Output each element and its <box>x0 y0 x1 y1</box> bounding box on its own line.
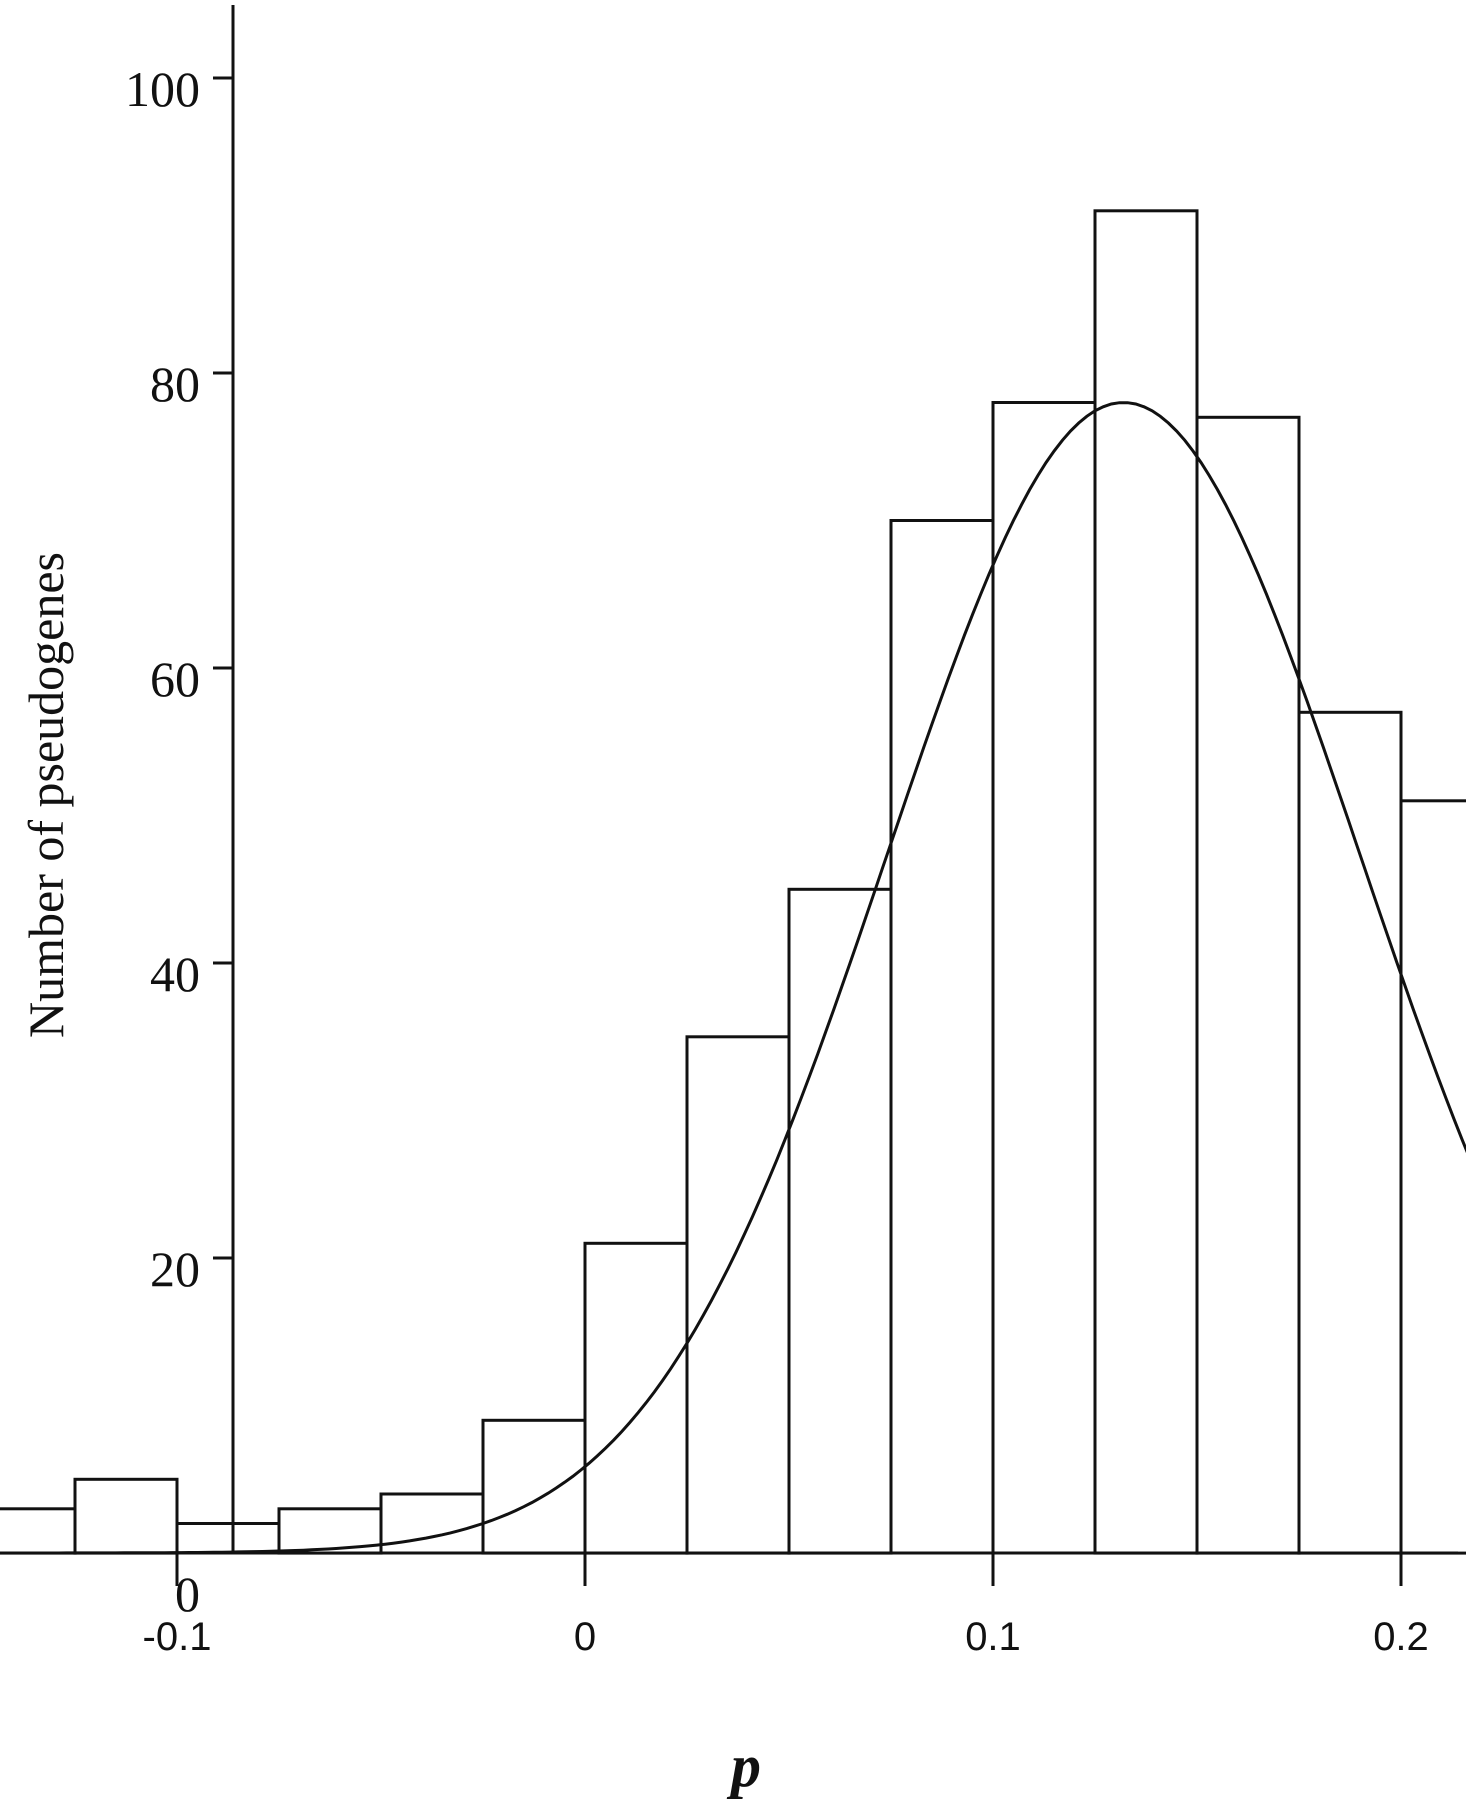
histogram-bar-6 <box>481 1418 587 1555</box>
histogram-bar-7 <box>583 1241 689 1555</box>
x-tick-label-1: 0 <box>574 1615 596 1659</box>
y-tick-label-20: 20 <box>150 1241 200 1297</box>
x-tick-label-2: 0.1 <box>965 1615 1021 1659</box>
histogram-bar-13 <box>1195 415 1301 1555</box>
histogram-bar-8 <box>685 1035 791 1555</box>
normal-fit-curve <box>0 401 1466 1555</box>
x-tick-label-0: -0.1 <box>143 1615 212 1659</box>
y-tick-label-80: 80 <box>150 356 200 412</box>
y-tick-label-100: 100 <box>125 61 200 117</box>
histogram-bar-14 <box>1297 710 1403 1555</box>
bars-layer <box>0 209 1466 1555</box>
histogram-bar-9 <box>787 887 893 1555</box>
x-tick-label-3: 0.2 <box>1373 1615 1429 1659</box>
histogram-bar-2 <box>73 1477 179 1555</box>
histogram-bar-11 <box>991 401 1097 1555</box>
axes-layer <box>198 5 1458 1555</box>
y-ticks: 0 20 40 60 80 100 <box>125 61 233 1622</box>
histogram-bar-1 <box>0 1507 77 1555</box>
x-axis-label: p <box>726 1733 761 1799</box>
histogram-bar-15 <box>1399 799 1466 1555</box>
histogram-bar-12 <box>1093 209 1199 1555</box>
y-tick-label-0: 0 <box>175 1566 200 1622</box>
y-tick-label-60: 60 <box>150 651 200 707</box>
histogram-bar-10 <box>889 519 995 1555</box>
histogram-bar-3 <box>175 1522 281 1555</box>
x-ticks: -0.100.10.20.3 <box>143 1553 1429 1659</box>
y-tick-label-40: 40 <box>150 946 200 1002</box>
y-axis-label: Number of pseudogenes <box>18 552 74 1038</box>
